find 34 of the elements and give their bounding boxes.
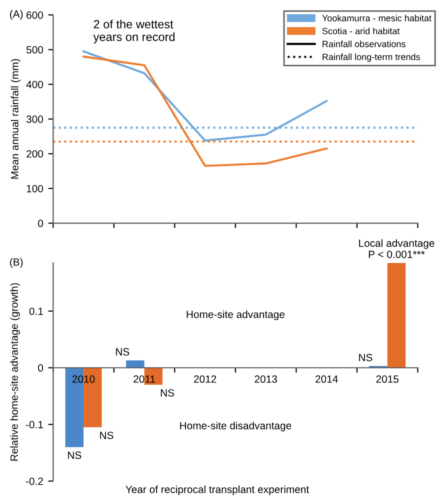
legend-label: Yookamurra - mesic habitat [322,14,432,22]
chart-title: (B) [10,258,23,268]
data-label: NS [359,354,372,362]
y-tick-label: 0.1 [29,308,43,315]
data-label: NS [116,348,130,356]
data-label: NS [68,452,82,459]
annotation: Rainfall long-term trends [322,53,420,62]
legend-label: Scotia - arid habitat [322,28,400,34]
y-tick-label: 600 [26,11,44,19]
x-axis-title: Year of reciprocal transplant experiment [126,485,310,496]
y-tick-label: 100 [26,184,44,192]
y-tick-label: 500 [26,46,44,54]
annotation: Home-site advantage [186,310,284,320]
y-tick-label: -0.2 [26,478,43,485]
y-tick-label: 0 [38,220,44,228]
y-axis-title: Relative home-site advantage (growth) [10,283,20,461]
y-tick-label: 300 [26,116,44,123]
y-tick-label: 200 [26,150,44,158]
y-tick-label: -0.1 [26,420,43,428]
data-label: NS [100,432,114,440]
x-tick-label: 2015 [376,375,399,383]
annotation: 2 of the wettest years on record [93,20,175,44]
x-tick-label: 2013 [254,375,277,383]
x-tick-label: 2012 [194,375,216,383]
annotation: Home-site disadvantage [180,422,292,432]
x-tick-label: 2014 [316,375,338,383]
y-tick-label: 400 [26,80,44,88]
y-tick-label: 0 [38,364,44,372]
x-tick-label: 2011 [134,375,155,383]
chart-title: (A) [10,10,23,20]
y-axis-title: Mean annual rainfall (mm) [10,59,20,179]
annotation: Rainfall observations [322,40,406,48]
data-label: NS [160,389,174,397]
data-label: Local advantage P < 0.001*** [359,239,434,258]
